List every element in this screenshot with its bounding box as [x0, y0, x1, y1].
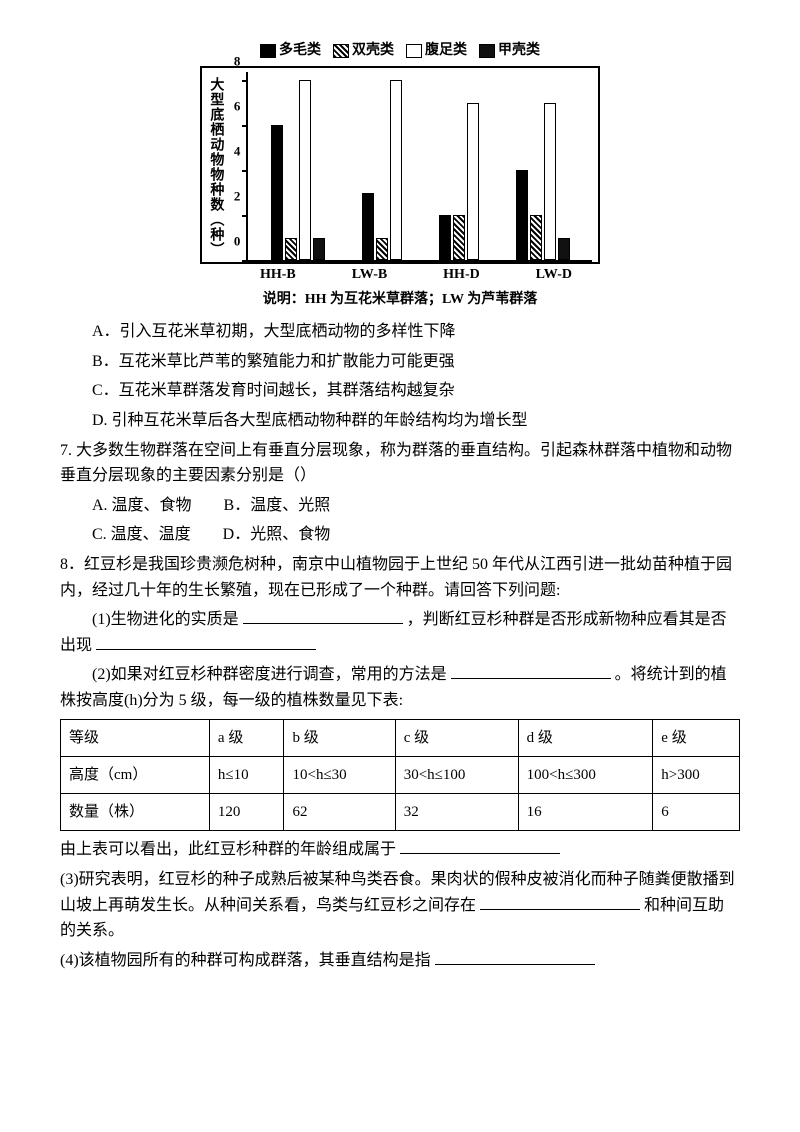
q6-option-c: C．互花米草群落发育时间越长，其群落结构越复杂 [92, 378, 740, 404]
q6-option-a: A．引入互花米草初期，大型底栖动物的多样性下降 [92, 319, 740, 345]
table-cell: 120 [209, 794, 284, 831]
q8-stem: 8．红豆杉是我国珍贵濒危树种，南京中山植物园于上世纪 50 年代从江西引进一批幼… [60, 552, 740, 603]
blank-survey-method[interactable] [451, 662, 611, 679]
legend-item: 多毛类 [260, 40, 321, 62]
swatch-hollow [406, 44, 422, 58]
q8-p2c-text: 由上表可以看出，此红豆杉种群的年龄组成属于 [60, 841, 396, 858]
table-header: c 级 [395, 720, 518, 757]
table-header: b 级 [284, 720, 395, 757]
table-cell: h>300 [653, 757, 740, 794]
legend-item: 双壳类 [333, 40, 394, 62]
legend-item: 甲壳类 [479, 40, 540, 62]
blank-evolution-essence[interactable] [243, 607, 403, 624]
blank-species-relationship[interactable] [480, 893, 640, 910]
blank-new-species[interactable] [96, 633, 316, 650]
legend-label: 腹足类 [425, 40, 467, 62]
table-cell: 16 [518, 794, 653, 831]
species-bar-chart: 多毛类 双壳类 腹足类 甲壳类 大型底栖动物物种数（种） 02468 HH-BL… [200, 40, 600, 311]
q8-part3: (3)研究表明，红豆杉的种子成熟后被某种鸟类吞食。果肉状的假种皮被消化而种子随粪… [60, 867, 740, 944]
swatch-hatch [333, 44, 349, 58]
swatch-solid [260, 44, 276, 58]
table-cell: 6 [653, 794, 740, 831]
table-cell: 32 [395, 794, 518, 831]
chart-bars [248, 72, 592, 262]
table-cell: 数量（株） [61, 794, 210, 831]
q6-option-d: D. 引种互花米草后各大型底栖动物种群的年龄结构均为增长型 [92, 408, 740, 434]
chart-plot-area: 大型底栖动物物种数（种） 02468 [200, 66, 600, 264]
q8-part2c: 由上表可以看出，此红豆杉种群的年龄组成属于 [60, 837, 740, 863]
table-row: 等级 a 级 b 级 c 级 d 级 e 级 [61, 720, 740, 757]
q7-options-row2: C. 温度、温度 D．光照、食物 [92, 522, 740, 548]
table-row: 高度（cm） h≤10 10<h≤30 30<h≤100 100<h≤300 h… [61, 757, 740, 794]
table-header: e 级 [653, 720, 740, 757]
chart-x-labels: HH-BLW-BHH-DLW-D [200, 264, 600, 286]
legend-label: 甲壳类 [498, 40, 540, 62]
q8-part2a: (2)如果对红豆杉种群密度进行调查，常用的方法是 。将统计到的植株按高度(h)分… [60, 662, 740, 713]
table-header: d 级 [518, 720, 653, 757]
table-cell: 62 [284, 794, 395, 831]
legend-label: 双壳类 [352, 40, 394, 62]
chart-caption: 说明：HH 为互花米草群落；LW 为芦苇群落 [200, 289, 600, 311]
q7-options-row1: A. 温度、食物 B．温度、光照 [92, 493, 740, 519]
q6-option-b: B．互花米草比芦苇的繁殖能力和扩散能力可能更强 [92, 349, 740, 375]
table-cell: h≤10 [209, 757, 284, 794]
table-cell: 10<h≤30 [284, 757, 395, 794]
swatch-dark2 [479, 44, 495, 58]
chart-legend: 多毛类 双壳类 腹足类 甲壳类 [200, 40, 600, 62]
q8-part1: (1)生物进化的实质是 ，判断红豆杉种群是否形成新物种应看其是否出现 [60, 607, 740, 658]
q8-p4-text: (4)该植物园所有的种群可构成群落，其垂直结构是指 [60, 952, 431, 969]
chart-y-axis-label: 大型底栖动物物种数（种） [202, 72, 228, 262]
blank-age-structure[interactable] [400, 837, 560, 854]
table-row: 数量（株） 120 62 32 16 6 [61, 794, 740, 831]
table-header: a 级 [209, 720, 284, 757]
q7-stem: 7. 大多数生物群落在空间上有垂直分层现象，称为群落的垂直结构。引起森林群落中植… [60, 438, 740, 489]
table-cell: 100<h≤300 [518, 757, 653, 794]
q8-p2-text-a: (2)如果对红豆杉种群密度进行调查，常用的方法是 [92, 666, 447, 683]
table-cell: 高度（cm） [61, 757, 210, 794]
height-level-table: 等级 a 级 b 级 c 级 d 级 e 级 高度（cm） h≤10 10<h≤… [60, 719, 740, 831]
table-header: 等级 [61, 720, 210, 757]
blank-vertical-structure[interactable] [435, 948, 595, 965]
legend-item: 腹足类 [406, 40, 467, 62]
chart-y-axis: 02468 [228, 72, 248, 262]
legend-label: 多毛类 [279, 40, 321, 62]
q8-p1-text-a: (1)生物进化的实质是 [92, 611, 239, 628]
q8-part4: (4)该植物园所有的种群可构成群落，其垂直结构是指 [60, 948, 740, 974]
table-cell: 30<h≤100 [395, 757, 518, 794]
